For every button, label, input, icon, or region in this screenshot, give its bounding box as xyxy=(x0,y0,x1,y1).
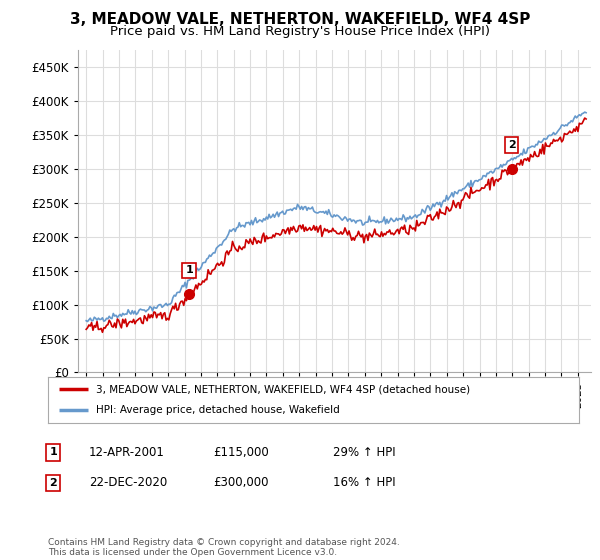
Text: 16% ↑ HPI: 16% ↑ HPI xyxy=(333,476,395,489)
Text: 1: 1 xyxy=(185,265,193,276)
Text: £300,000: £300,000 xyxy=(213,476,269,489)
Text: 29% ↑ HPI: 29% ↑ HPI xyxy=(333,446,395,459)
Text: Contains HM Land Registry data © Crown copyright and database right 2024.
This d: Contains HM Land Registry data © Crown c… xyxy=(48,538,400,557)
Text: 3, MEADOW VALE, NETHERTON, WAKEFIELD, WF4 4SP (detached house): 3, MEADOW VALE, NETHERTON, WAKEFIELD, WF… xyxy=(96,384,470,394)
Text: £115,000: £115,000 xyxy=(213,446,269,459)
Text: Price paid vs. HM Land Registry's House Price Index (HPI): Price paid vs. HM Land Registry's House … xyxy=(110,25,490,38)
Text: 22-DEC-2020: 22-DEC-2020 xyxy=(89,476,167,489)
Text: 1: 1 xyxy=(49,447,57,458)
Text: 2: 2 xyxy=(49,478,57,488)
Text: 12-APR-2001: 12-APR-2001 xyxy=(89,446,164,459)
Text: 3, MEADOW VALE, NETHERTON, WAKEFIELD, WF4 4SP: 3, MEADOW VALE, NETHERTON, WAKEFIELD, WF… xyxy=(70,12,530,27)
Text: 2: 2 xyxy=(508,140,516,150)
Text: HPI: Average price, detached house, Wakefield: HPI: Average price, detached house, Wake… xyxy=(96,405,340,416)
